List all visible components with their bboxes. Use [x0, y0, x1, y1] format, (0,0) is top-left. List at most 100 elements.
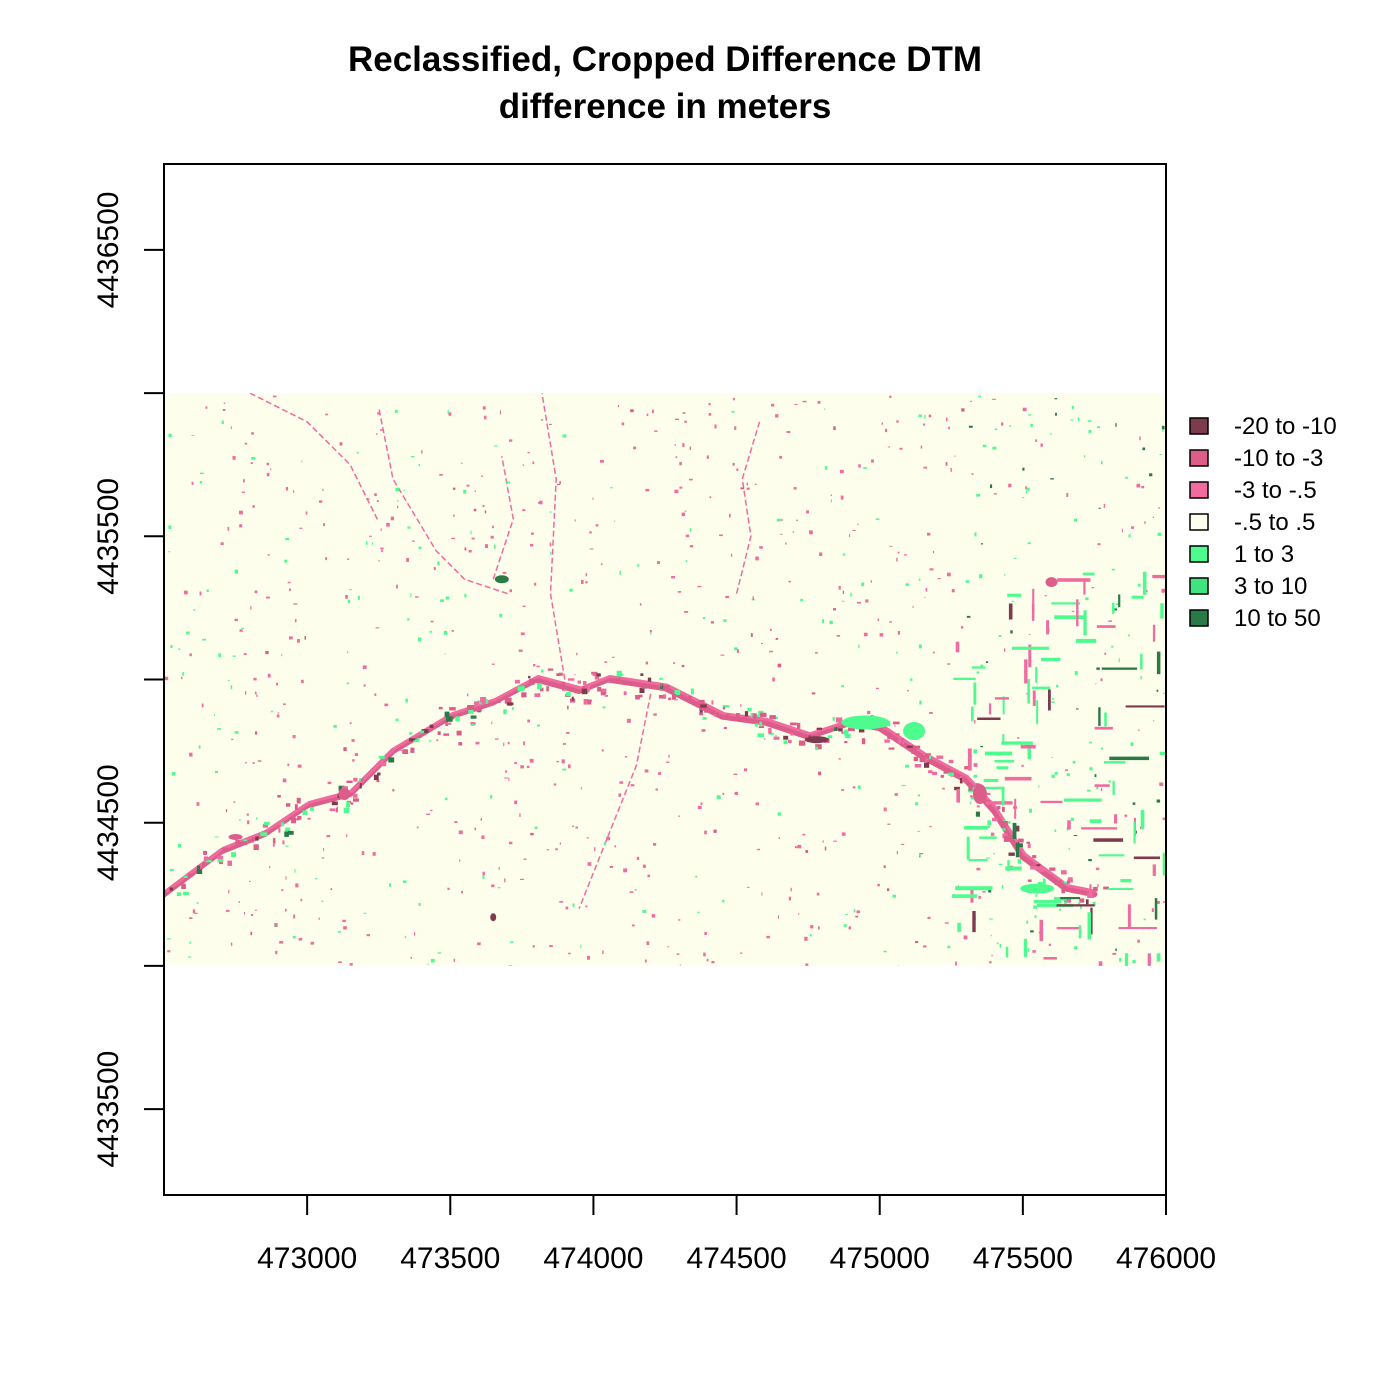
raster-cell [249, 880, 251, 882]
raster-cell [883, 950, 887, 953]
raster-cell [719, 534, 723, 537]
raster-cell [972, 911, 976, 933]
raster-cell [910, 678, 913, 681]
raster-cell [766, 935, 770, 939]
raster-cell [957, 922, 961, 932]
raster-cell [1022, 407, 1027, 412]
raster-cell [446, 722, 452, 725]
raster-cell [612, 656, 615, 658]
raster-cell [294, 804, 298, 810]
raster-cell [414, 932, 416, 936]
raster-cell [861, 582, 865, 587]
raster-cell [779, 455, 783, 459]
raster-cell [700, 802, 703, 805]
raster-cell [992, 398, 996, 400]
raster-cell [467, 693, 469, 697]
raster-cell [970, 400, 972, 402]
raster-cell [658, 772, 661, 775]
raster-cell [577, 680, 582, 684]
raster-cell [840, 495, 844, 500]
raster-cell [793, 487, 797, 490]
raster-cell [1032, 690, 1036, 706]
raster-cell [848, 727, 855, 732]
raster-cell [354, 753, 358, 756]
legend-label: -3 to -.5 [1234, 477, 1317, 504]
raster-cell [493, 544, 496, 549]
raster-cell [587, 699, 592, 705]
raster-cell [594, 674, 600, 680]
raster-cell [700, 704, 707, 708]
raster-cell [307, 817, 311, 820]
raster-cell [1149, 473, 1153, 477]
raster-cell [950, 468, 952, 472]
raster-cell [645, 661, 648, 665]
raster-cell [446, 716, 453, 722]
raster-cells [164, 393, 1166, 966]
raster-cell [277, 821, 282, 826]
raster-cell [421, 729, 429, 734]
raster-cell [255, 909, 257, 911]
raster-cell [183, 891, 189, 896]
raster-cell [224, 848, 227, 851]
raster-cell [623, 868, 628, 873]
raster-cell [1152, 574, 1166, 579]
raster-cell [1083, 610, 1087, 636]
raster-cell [1061, 888, 1065, 894]
raster-cell [896, 850, 898, 855]
raster-cell [736, 713, 740, 718]
legend-label: 1 to 3 [1234, 541, 1294, 568]
raster-cell [616, 670, 622, 677]
raster-cell [853, 909, 856, 913]
raster-cell [1016, 825, 1020, 832]
raster-cell [965, 580, 970, 583]
raster-cell [374, 493, 377, 496]
raster-cell [1076, 638, 1097, 643]
raster-cell [266, 596, 270, 599]
raster-cell [319, 500, 323, 503]
raster-cell [420, 730, 425, 734]
raster-cell [1034, 915, 1037, 918]
raster-cell [796, 519, 798, 522]
raster-cell [485, 699, 489, 704]
raster-cell [809, 530, 813, 535]
raster-cell [215, 770, 218, 773]
raster-cell [234, 569, 238, 574]
raster-cell [321, 857, 325, 859]
raster-cell [251, 837, 254, 843]
raster-cell [359, 783, 362, 789]
raster-cell [637, 564, 640, 567]
raster-cell [184, 590, 188, 595]
raster-cell [452, 487, 456, 490]
raster-cell [200, 472, 204, 475]
raster-cell [347, 599, 351, 603]
raster-cell [780, 519, 783, 521]
raster-cell [294, 619, 297, 623]
raster-cell [1140, 809, 1145, 830]
raster-cell [562, 434, 567, 438]
raster-cell [361, 851, 365, 856]
raster-cell [973, 774, 978, 778]
raster-cell [228, 680, 230, 682]
raster-cell [800, 598, 803, 602]
raster-cell [256, 694, 258, 697]
raster-cell [471, 723, 475, 726]
raster-cell [1120, 879, 1132, 883]
raster-cell [254, 691, 257, 695]
raster-cell [301, 460, 303, 463]
raster-cell [815, 746, 819, 751]
raster-cell [1086, 899, 1089, 905]
raster-cell [1144, 521, 1146, 524]
raster-cell [898, 739, 904, 744]
raster-cell [1017, 737, 1020, 739]
raster-cell [948, 772, 954, 776]
raster-cell [339, 442, 343, 446]
raster-cell [1043, 965, 1047, 966]
raster-cell [380, 528, 382, 531]
raster-cell [402, 880, 407, 883]
raster-cell [1035, 439, 1038, 442]
raster-cell [685, 534, 690, 538]
raster-cell [991, 954, 993, 957]
raster-cell [323, 848, 325, 852]
raster-cell [1077, 417, 1080, 421]
raster-cell [1038, 785, 1040, 788]
